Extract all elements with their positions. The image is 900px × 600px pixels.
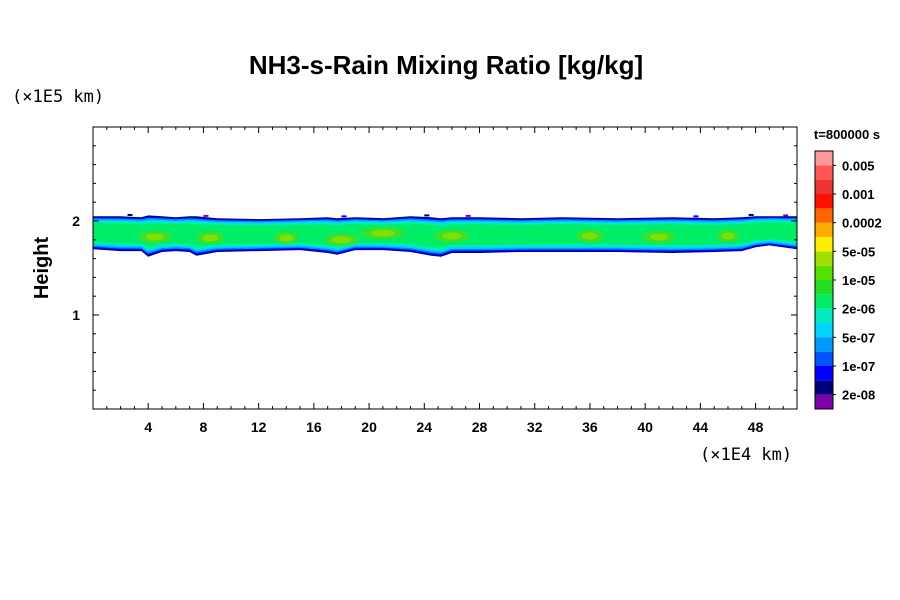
band-core-patch	[582, 232, 598, 240]
colorbar-label: 1e-05	[842, 273, 875, 288]
band-edge-speck	[693, 215, 699, 218]
band-core-patch	[331, 236, 352, 244]
colorbar-swatch	[815, 165, 833, 180]
colorbar-swatch	[815, 308, 833, 323]
band-core-patch	[721, 232, 735, 240]
colorbar-label: 5e-05	[842, 244, 875, 259]
colorbar-swatch	[815, 351, 833, 366]
colorbar	[814, 150, 834, 410]
colorbar-swatch	[815, 366, 833, 381]
band-core-patch	[442, 232, 462, 240]
colorbar-swatch	[815, 194, 833, 209]
colorbar-swatch	[815, 294, 833, 309]
colorbar-label: 1e-07	[842, 359, 875, 374]
colorbar-swatch	[815, 222, 833, 237]
x-unit-label: (×1E4 km)	[700, 445, 792, 465]
x-tick-label: 36	[582, 419, 598, 435]
y-axis-label: Height	[31, 237, 53, 300]
axis-ticks	[93, 127, 797, 409]
x-tick-label: 48	[748, 419, 764, 435]
x-tick-label: 44	[693, 419, 709, 435]
colorbar-swatch	[815, 337, 833, 352]
y-tick-labels: 12	[72, 213, 80, 323]
band-edge-speck	[127, 213, 133, 216]
colorbar-swatch	[815, 265, 833, 280]
x-tick-label: 20	[361, 419, 377, 435]
band-edge-speck	[748, 213, 754, 216]
colorbar-swatch	[815, 151, 833, 166]
colorbar-swatch	[815, 394, 833, 409]
x-tick-label: 16	[306, 419, 322, 435]
time-label: t=800000 s	[814, 127, 880, 142]
colorbar-swatch	[815, 237, 833, 252]
colorbar-label: 0.0002	[842, 216, 882, 231]
colorbar-label: 0.005	[842, 158, 875, 173]
band-core-patch	[279, 234, 294, 242]
y-unit-label: (×1E5 km)	[12, 87, 104, 107]
colorbar-swatch	[815, 208, 833, 223]
x-tick-label: 24	[417, 419, 433, 435]
band-core-patch	[202, 234, 218, 242]
colorbar-swatch	[815, 380, 833, 395]
colorbar-label: 2e-06	[842, 302, 875, 317]
band-core-patch	[649, 233, 669, 241]
band-edge-speck	[341, 215, 347, 218]
colorbar-labels: 2e-08 1e-07 5e-07 2e-06 1e-05 5e-05 0.0002 0.00…	[833, 158, 882, 403]
band-core-patch	[146, 233, 165, 241]
band-edge-speck	[465, 214, 471, 217]
y-tick-label: 1	[72, 307, 80, 323]
colorbar-label: 5e-07	[842, 330, 875, 345]
band-edge-speck	[203, 214, 209, 217]
colorbar-swatch	[815, 323, 833, 338]
chart-title: NH3-s-Rain Mixing Ratio [kg/kg]	[249, 50, 643, 80]
plot-frame	[92, 126, 798, 410]
band-edge-speck	[424, 214, 430, 217]
colorbar-label: 2e-08	[842, 388, 875, 403]
x-tick-label: 32	[527, 419, 543, 435]
colorbar-swatch	[815, 179, 833, 194]
colorbar-label: 0.001	[842, 187, 875, 202]
colorbar-swatch	[815, 251, 833, 266]
x-tick-labels: 4 8 12 16 20 24 28 32 36 40 44 48	[144, 419, 763, 435]
band-edge-speck	[783, 214, 789, 217]
x-tick-label: 40	[637, 419, 653, 435]
x-tick-label: 4	[144, 419, 152, 435]
x-tick-label: 8	[200, 419, 208, 435]
y-tick-label: 2	[72, 213, 80, 229]
colorbar-swatch	[815, 280, 833, 295]
x-tick-label: 28	[472, 419, 488, 435]
mixing-ratio-field	[93, 213, 797, 257]
band-core-patch	[370, 229, 396, 237]
x-tick-label: 12	[251, 419, 267, 435]
